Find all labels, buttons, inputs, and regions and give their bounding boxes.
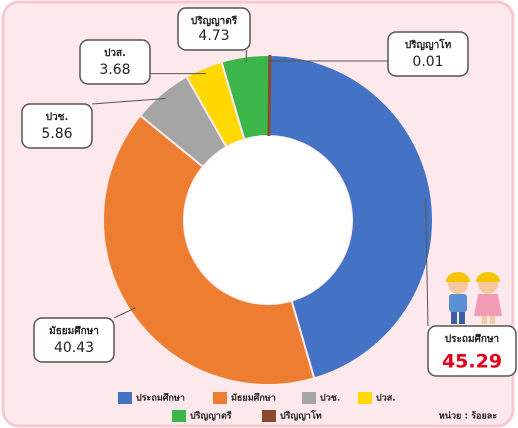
callout-name: ปริญญาโท	[405, 38, 452, 51]
legend-swatch	[172, 410, 186, 422]
legend-label: ปริญญาตรี	[190, 411, 232, 422]
callout-name: มัธยมศึกษา	[49, 325, 99, 337]
donut-hole	[184, 136, 352, 304]
legend-label: ปวช.	[320, 393, 340, 404]
callout-name: ปริญญาตรี	[191, 15, 238, 27]
legend-label: ปวส.	[376, 393, 396, 404]
callout-value: 45.29	[442, 351, 502, 373]
callout-name: ปวช.	[46, 111, 69, 123]
legend-swatch	[302, 392, 316, 404]
legend-label: มัธยมศึกษา	[231, 393, 276, 404]
callout-value: 3.68	[99, 62, 130, 78]
callout-value: 0.01	[412, 54, 443, 70]
callout-name: ประถมศึกษา	[445, 333, 499, 345]
legend-swatch	[262, 410, 276, 422]
callout-value: 4.73	[198, 28, 229, 44]
chart: หน่วย : ร้อยละ ประถมศึกษา 45.29 มัธยมศึกษา…	[0, 0, 518, 428]
legend-swatch	[213, 392, 227, 404]
unit-note: หน่วย : ร้อยละ	[439, 411, 497, 422]
legend-label: ปริญญาโท	[280, 410, 322, 422]
legend-swatch	[118, 392, 132, 404]
legend-label: ประถมศึกษา	[136, 393, 185, 404]
callout-name: ปวส.	[104, 47, 126, 59]
callout-value: 40.43	[54, 340, 94, 356]
legend-swatch	[358, 392, 372, 404]
callout-value: 5.86	[41, 126, 72, 142]
donut-slice	[269, 55, 270, 136]
